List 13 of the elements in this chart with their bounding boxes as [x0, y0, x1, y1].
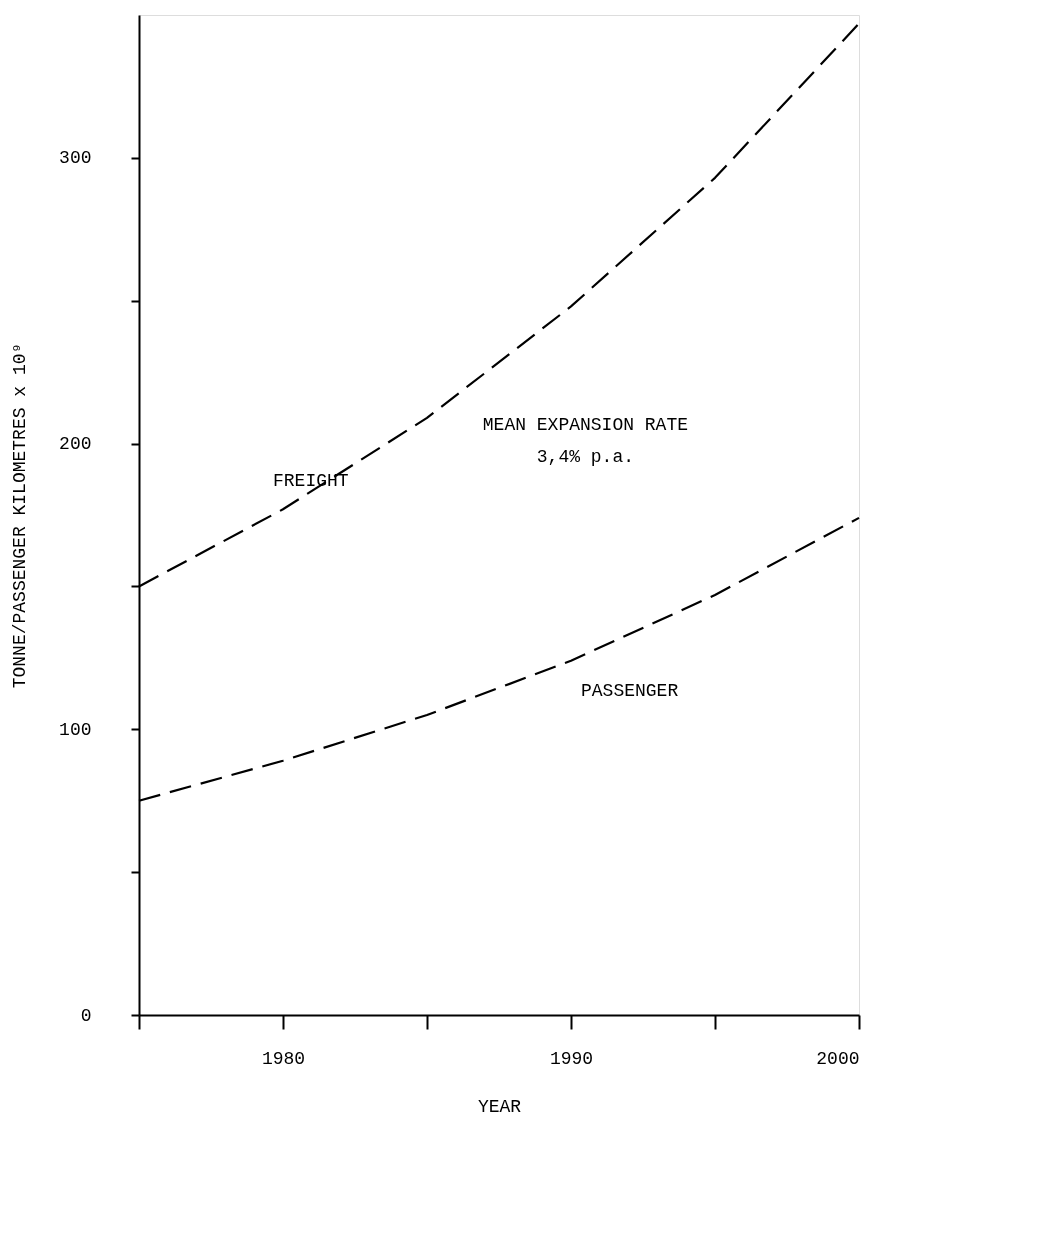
y-tick-label: 0	[80, 1005, 92, 1026]
series-label: PASSENGER	[581, 680, 679, 701]
x-axis-title: YEAR	[477, 1096, 522, 1117]
x-tick-label: 2000	[816, 1048, 860, 1069]
series-label: FREIGHT	[273, 471, 349, 492]
annotation: 3,4% p.a.	[536, 447, 635, 467]
annotation: MEAN EXPANSION RATE	[482, 415, 689, 435]
y-tick-label: 100	[59, 719, 92, 740]
x-tick-label: 1990	[549, 1048, 594, 1069]
y-tick-label: 200	[59, 434, 92, 455]
y-tick-label: 300	[59, 148, 92, 169]
y-axis-title: TONNE/PASSENGER KILOMETRES x 10⁹	[10, 342, 31, 689]
x-tick-label: 1980	[261, 1048, 306, 1069]
